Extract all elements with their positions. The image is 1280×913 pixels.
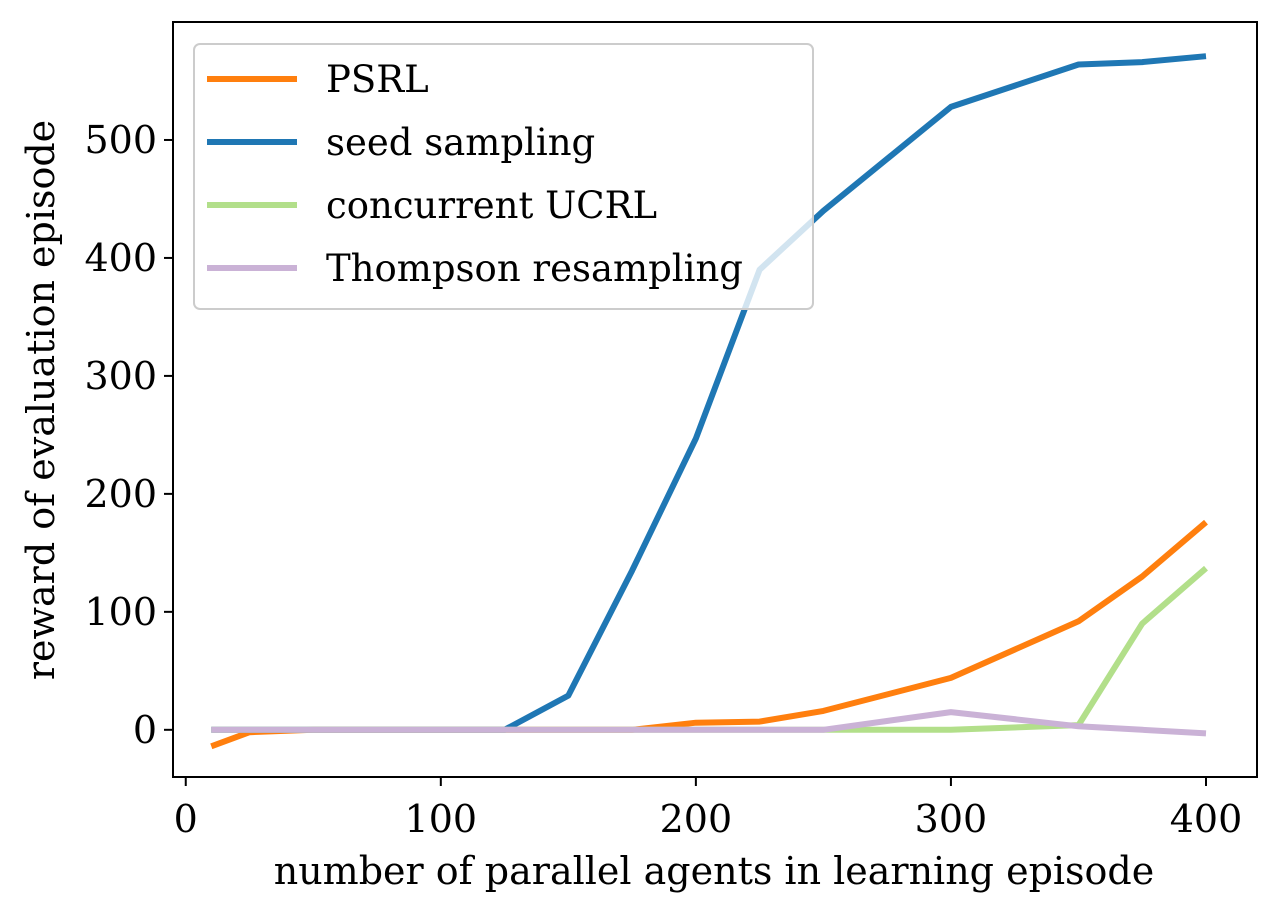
y-tick-label: 400 bbox=[84, 236, 157, 280]
y-tick-label: 500 bbox=[84, 118, 157, 162]
legend: PSRL seed sampling concurrent UCRL Thompson… bbox=[193, 43, 814, 310]
series-line-psrl bbox=[210, 519, 1208, 750]
legend-box bbox=[193, 43, 814, 310]
y-axis-ticks: 0 100 200 300 400 500 bbox=[84, 118, 173, 752]
series-layer bbox=[210, 53, 1208, 750]
x-tick-label: 300 bbox=[915, 797, 988, 841]
x-axis-ticks: 0 100 200 300 400 bbox=[174, 777, 1243, 841]
series-line-concurrent-ucrl bbox=[211, 565, 1208, 733]
x-tick-label: 100 bbox=[405, 797, 478, 841]
x-axis-label: number of parallel agents in learning ep… bbox=[274, 849, 1155, 893]
x-tick-label: 400 bbox=[1170, 797, 1243, 841]
x-tick-label: 0 bbox=[174, 797, 198, 841]
legend-label: concurrent UCRL bbox=[326, 184, 657, 227]
y-tick-label: 300 bbox=[84, 354, 157, 398]
plot-frame bbox=[172, 21, 1258, 778]
y-tick-label: 200 bbox=[84, 472, 157, 516]
y-axis-label: reward of evaluation episode bbox=[19, 120, 63, 680]
x-tick-label: 200 bbox=[660, 797, 733, 841]
legend-label: PSRL bbox=[326, 58, 429, 101]
legend-label: seed sampling bbox=[326, 121, 595, 164]
y-tick-label: 0 bbox=[133, 708, 157, 752]
legend-label: Thompson resampling bbox=[326, 247, 743, 290]
y-tick-label: 100 bbox=[84, 590, 157, 634]
series-line-thompson-resampling bbox=[211, 709, 1207, 737]
